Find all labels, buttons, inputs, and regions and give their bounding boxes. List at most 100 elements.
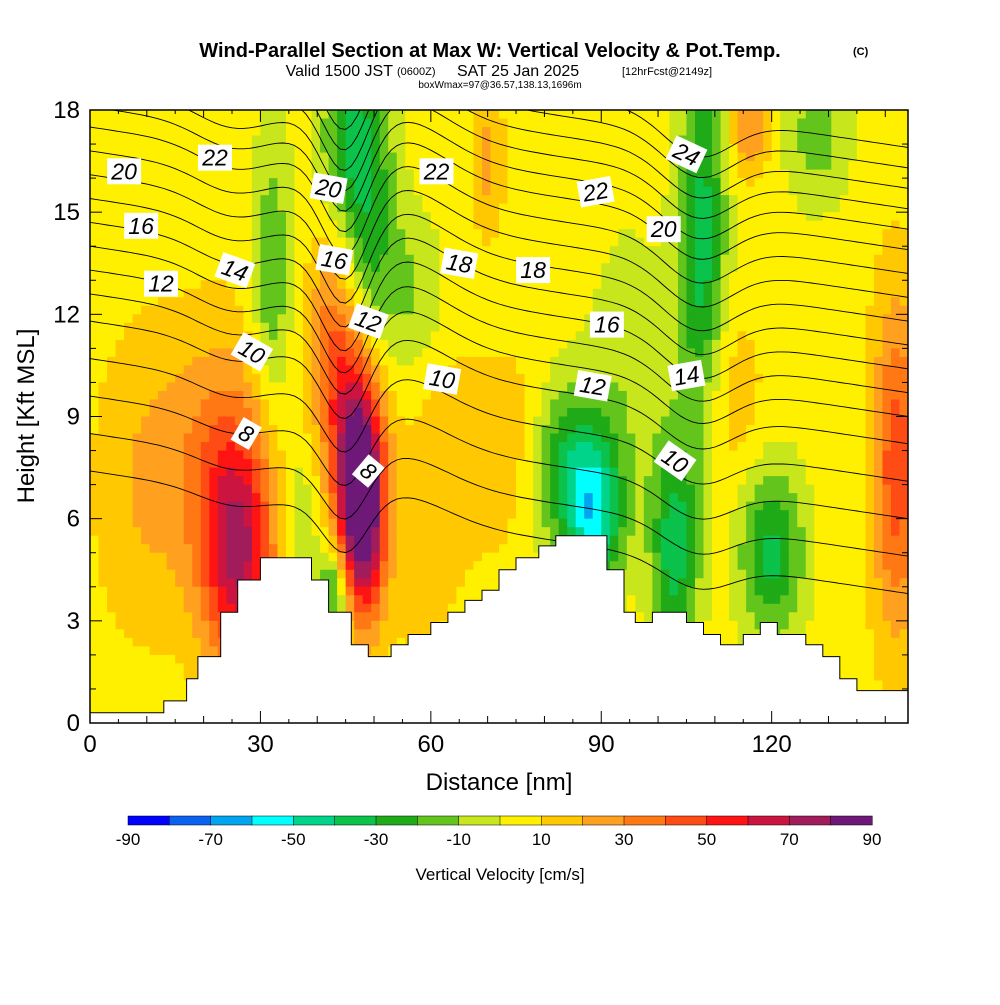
w-cell [720, 186, 730, 196]
w-cell [694, 416, 705, 426]
w-cell [890, 186, 901, 196]
w-cell [115, 501, 125, 511]
w-cell [388, 152, 398, 162]
w-cell [788, 246, 798, 256]
w-cell [712, 467, 722, 477]
w-cell [141, 152, 151, 162]
w-cell [771, 493, 781, 503]
w-cell [217, 331, 227, 341]
w-cell [362, 373, 372, 384]
w-cell [371, 348, 381, 358]
w-cell [294, 484, 304, 494]
w-cell [379, 527, 389, 537]
w-cell [584, 501, 594, 511]
w-cell [660, 356, 671, 367]
w-cell [362, 544, 372, 554]
w-cell [371, 246, 381, 256]
w-cell [115, 484, 125, 494]
w-cell [149, 365, 159, 375]
w-cell [345, 544, 355, 554]
w-cell [865, 271, 875, 281]
w-cell [601, 518, 611, 528]
w-cell [524, 331, 534, 341]
w-cell [626, 322, 636, 332]
w-cell [592, 237, 602, 247]
w-cell [303, 246, 313, 256]
w-cell [499, 407, 509, 418]
w-cell [677, 305, 688, 315]
w-cell [567, 484, 577, 494]
w-cell [771, 348, 781, 358]
w-cell [430, 459, 440, 469]
w-cell [592, 280, 602, 290]
w-cell [294, 152, 304, 162]
w-cell [337, 314, 347, 324]
w-cell [354, 280, 364, 290]
w-cell [533, 246, 543, 256]
w-cell [524, 518, 534, 528]
w-cell [899, 407, 908, 418]
w-cell [788, 484, 798, 494]
w-cell [337, 535, 347, 545]
w-cell [209, 399, 219, 409]
w-cell [856, 484, 866, 494]
w-cell [456, 544, 466, 554]
w-cell [720, 484, 730, 494]
w-cell [746, 365, 756, 375]
w-cell [260, 212, 270, 222]
w-cell [251, 135, 262, 145]
w-cell [388, 425, 398, 435]
w-cell [217, 110, 227, 120]
w-cell [882, 169, 892, 179]
w-cell [285, 425, 296, 435]
w-cell [90, 203, 100, 213]
w-cell [499, 535, 509, 545]
w-cell [524, 305, 534, 315]
w-cell [558, 467, 568, 477]
w-cell [456, 501, 466, 511]
w-cell [524, 195, 534, 205]
w-cell [192, 288, 202, 298]
w-cell [831, 425, 841, 435]
w-cell [618, 305, 628, 315]
w-cell [805, 229, 815, 239]
w-cell [354, 220, 364, 230]
w-cell [251, 416, 262, 426]
w-cell [473, 297, 483, 307]
w-cell [98, 416, 108, 426]
w-cell [473, 476, 483, 486]
w-cell [141, 195, 151, 205]
w-cell [141, 425, 151, 435]
w-cell [251, 390, 262, 401]
w-cell [541, 322, 551, 332]
w-cell [890, 195, 901, 205]
w-cell [720, 144, 730, 154]
w-cell [737, 373, 747, 384]
w-cell [729, 305, 739, 315]
w-cell [567, 110, 577, 120]
w-cell [831, 186, 841, 196]
w-cell [439, 237, 449, 247]
w-cell [328, 135, 338, 145]
w-cell [771, 407, 781, 418]
w-cell [464, 314, 475, 324]
w-cell [243, 382, 253, 392]
w-cell [98, 271, 108, 281]
w-cell [260, 544, 270, 554]
w-cell [209, 110, 219, 120]
w-cell [183, 178, 193, 188]
w-cell [90, 476, 100, 486]
w-cell [720, 510, 730, 520]
w-cell [98, 476, 108, 486]
w-cell [388, 195, 398, 205]
w-cell [183, 339, 193, 349]
w-cell [720, 527, 730, 537]
w-cell [890, 501, 901, 511]
w-cell [107, 399, 117, 409]
w-cell [490, 442, 500, 452]
w-cell [124, 442, 134, 452]
w-cell [439, 476, 449, 486]
w-cell [635, 535, 645, 545]
w-cell [737, 203, 747, 213]
w-cell [439, 220, 449, 230]
